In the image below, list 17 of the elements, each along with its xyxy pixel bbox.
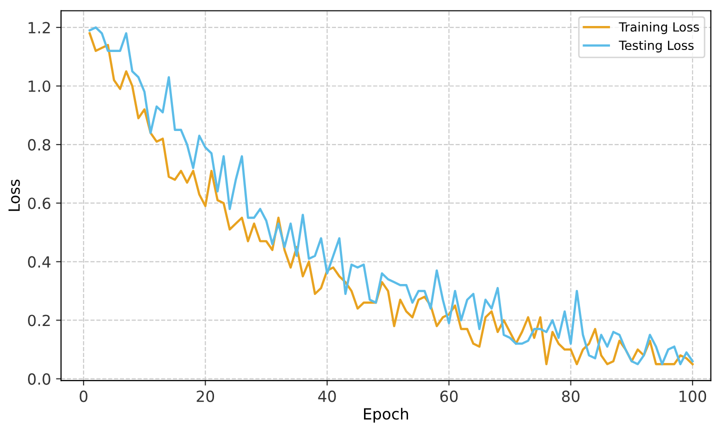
legend-label: Testing Loss xyxy=(618,40,694,52)
y-tick-label: 1.2 xyxy=(28,22,50,34)
y-tick-label: 0.4 xyxy=(28,256,50,268)
y-tick-label: 0.2 xyxy=(28,314,50,326)
x-axis-title: Epoch xyxy=(364,408,408,423)
x-tick-label: 60 xyxy=(440,390,458,402)
y-tick-label: 0.8 xyxy=(28,139,50,151)
y-axis-title: Loss xyxy=(8,180,20,211)
legend-label: Training Loss xyxy=(618,22,699,34)
x-tick-label: 0 xyxy=(80,390,88,402)
y-tick-label: 0.6 xyxy=(28,198,50,210)
x-tick-label: 80 xyxy=(562,390,580,402)
x-tick-label: 40 xyxy=(318,390,336,402)
y-tick-label: 0.0 xyxy=(28,373,50,385)
y-tick-label: 1.0 xyxy=(28,80,50,92)
x-tick-label: 100 xyxy=(680,390,706,402)
x-tick-label: 20 xyxy=(196,390,214,402)
